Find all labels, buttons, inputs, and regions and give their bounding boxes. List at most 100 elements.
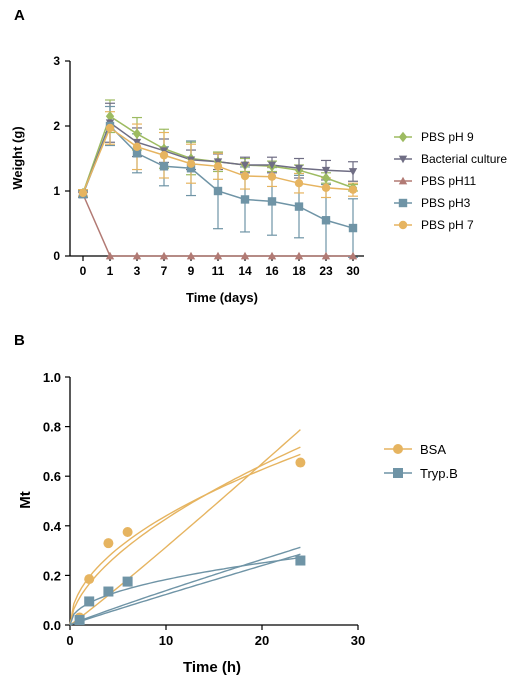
- panel-a-y-tick-label: 3: [53, 54, 60, 68]
- panel-a-data-point: [321, 166, 331, 175]
- panel-b-y-label: Mt: [17, 491, 34, 509]
- panel-b-fit-curve: [69, 546, 301, 626]
- panel-b-y-tick-label: 0.6: [43, 469, 61, 484]
- panel-a-x-tick-label: 1: [107, 264, 114, 278]
- panel-a-y-tick-label: 0: [53, 249, 60, 263]
- panel-b-y-tick-label: 0.8: [43, 420, 61, 435]
- panel-b-legend-marker: [393, 444, 403, 454]
- panel-b-data-point: [84, 574, 95, 585]
- panel-a-legend-marker: [398, 131, 408, 143]
- panel-b-x-tick-label: 20: [255, 633, 269, 648]
- panel-b-fit-curves: [69, 429, 301, 626]
- panel-a-x-tick-label: 18: [292, 264, 306, 278]
- panel-b-label: B: [14, 332, 25, 349]
- panel-b-data-point: [103, 538, 114, 549]
- panel-a-data-point: [348, 168, 358, 176]
- panel-a-data-point: [267, 172, 277, 181]
- panel-a-data-point: [240, 195, 250, 204]
- panel-a-data-point: [159, 151, 169, 160]
- panel-b-fit-curve: [69, 553, 301, 626]
- panel-a-data-point: [213, 186, 223, 196]
- panel-a-data-point: [294, 251, 304, 260]
- panel-a-legend-label: PBS pH11: [421, 174, 476, 188]
- panel-a-legend-marker: [398, 198, 408, 208]
- panel-a-data-point: [132, 251, 142, 260]
- panel-b-data-point: [103, 586, 114, 597]
- panel-b-y-tick-label: 0.4: [43, 519, 62, 534]
- panel-a-data-point: [294, 179, 304, 188]
- panel-a-data-point: [159, 251, 169, 260]
- panel-a-data-point: [321, 216, 331, 225]
- panel-a-data-point: [132, 149, 142, 158]
- panel-a-x-tick-label: 30: [346, 264, 360, 278]
- panel-a-data-point: [105, 251, 115, 260]
- panel-a-legend-marker: [398, 155, 408, 164]
- panel-a-y-label: Weight (g): [10, 126, 25, 189]
- panel-a-x-tick-label: 11: [212, 264, 225, 278]
- panel-a-data-point: [267, 197, 277, 206]
- panel-a-data-point: [213, 251, 223, 260]
- panel-b-data-point: [84, 596, 95, 607]
- panel-b-x-ticks: 0 10 20 30: [66, 625, 365, 648]
- panel-a-data-point: [159, 162, 169, 171]
- panel-a-data-point: [105, 123, 115, 133]
- panel-a-data-point: [240, 161, 250, 170]
- panel-b-x-tick-label: 30: [351, 633, 365, 648]
- panel-a-data-point: [105, 111, 115, 122]
- panel-a-data-point: [321, 172, 331, 184]
- panel-b-data-point: [295, 457, 306, 468]
- panel-a-data-point: [348, 251, 358, 260]
- panel-a-data-point: [294, 164, 304, 173]
- panel-a-x-tick-label: 9: [188, 264, 195, 278]
- panel-a-data-point: [213, 162, 223, 171]
- panel-a-data-point: [321, 183, 331, 192]
- panel-b-legend: BSA Tryp.B: [384, 442, 458, 481]
- panel-a-y-ticks: 0 1 2 3: [53, 54, 70, 263]
- panel-a-x-tick-label: 7: [161, 264, 168, 278]
- panel-a-legend-marker: [398, 220, 408, 230]
- panel-a-y-tick-label: 2: [53, 119, 60, 133]
- panel-b-y-tick-label: 0.0: [43, 618, 61, 633]
- panel-b-x-label: Time (h): [183, 659, 241, 676]
- panel-a-data-point: [186, 159, 196, 168]
- panel-a-data-point: [186, 164, 196, 173]
- panel-a-x-tick-label: 14: [238, 264, 252, 278]
- panel-a-data-point: [132, 128, 142, 140]
- panel-a-data-point: [78, 188, 88, 198]
- panel-b-fit-curve: [69, 446, 301, 626]
- panel-a-legend: PBS pH 9 Bacterial culture PBS pH11 PBS pH3…: [394, 130, 507, 232]
- panel-b-data-point: [295, 555, 306, 566]
- panel-a-legend-label: PBS pH 7: [421, 218, 474, 232]
- panel-a-x-tick-label: 3: [134, 264, 141, 278]
- panel-a-x-tick-label: 0: [80, 264, 87, 278]
- panel-a-y-tick-label: 1: [53, 184, 60, 198]
- panel-a-x-tick-label: 16: [265, 264, 279, 278]
- panel-a-legend-label: PBS pH3: [421, 196, 471, 210]
- panel-a-x-tick-label: 23: [319, 264, 333, 278]
- panel-a-data-point: [240, 171, 250, 181]
- panel-a-label: A: [14, 7, 25, 24]
- panel-a-data-point: [294, 202, 304, 211]
- panel-b-data-point: [122, 576, 133, 587]
- panel-a-legend-label: PBS pH 9: [421, 130, 474, 144]
- panel-b-markers: [74, 457, 306, 626]
- panel-a-markers: [78, 111, 358, 260]
- panel-a-legend-marker: [398, 176, 408, 185]
- panel-a-legend-label: Bacterial culture: [421, 152, 507, 166]
- panel-a-data-point: [240, 251, 250, 260]
- panel-b-legend-label: BSA: [420, 442, 446, 457]
- panel-a-data-point: [186, 251, 196, 260]
- panel-b-legend-marker: [393, 468, 403, 478]
- panel-a-data-point: [267, 161, 277, 170]
- panel-a-x-ticks: 0 1 3 7 9 11 14 16 18 23 30: [80, 256, 360, 278]
- panel-a-data-point: [348, 185, 358, 194]
- panel-b-fit-curve: [69, 453, 301, 626]
- panel-b-x-tick-label: 10: [159, 633, 173, 648]
- panel-a-data-point: [267, 251, 277, 260]
- panel-b-data-point: [122, 527, 133, 537]
- panel-b-y-tick-label: 0.2: [43, 568, 61, 583]
- panel-b-y-ticks: 0.0 0.2 0.4 0.6 0.8 1.0: [43, 370, 70, 633]
- panel-a-data-point: [348, 223, 358, 233]
- panel-b-chart: 0.0 0.2 0.4 0.6 0.8 1.0 0 10 20 30 Mt Time (h) B…: [17, 370, 458, 676]
